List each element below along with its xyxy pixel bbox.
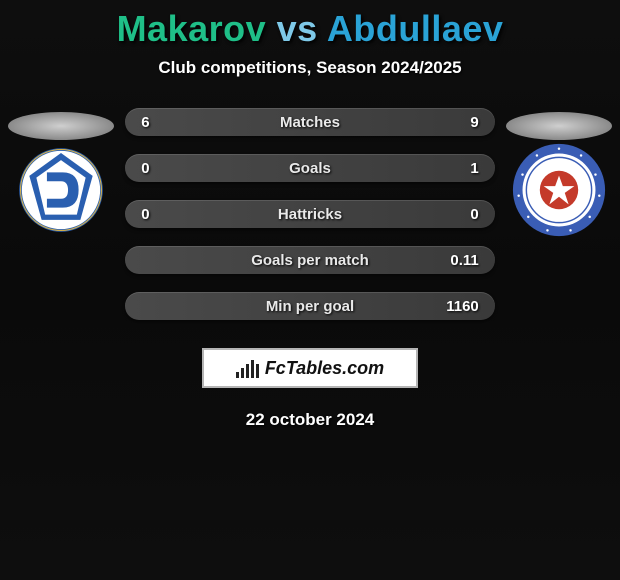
stat-value-right: 1160: [439, 298, 479, 315]
stat-row: 0Goals1: [125, 154, 495, 182]
stat-value-left: 0: [141, 206, 181, 223]
brand-text: FcTables.com: [265, 358, 384, 379]
brand-bars-icon: [236, 358, 259, 378]
base-ellipse-left: [8, 112, 114, 140]
player2-name: Abdullaev: [327, 8, 504, 49]
stat-bars: 6Matches9 0Goals1 0Hattricks0 Goals per mat…: [125, 108, 495, 320]
team-badge-left: [11, 146, 111, 234]
stat-row: 0Hattricks0: [125, 200, 495, 228]
right-team-column: [501, 108, 618, 234]
main-layout: 6Matches9 0Goals1 0Hattricks0 Goals per mat…: [0, 108, 620, 320]
stat-value-right: 9: [439, 114, 479, 131]
brand-bar-segment: [251, 360, 254, 378]
dinamo-badge-icon: [15, 146, 107, 234]
base-ellipse-right: [506, 112, 612, 140]
vs-text: vs: [277, 8, 318, 49]
player1-name: Makarov: [117, 8, 267, 49]
left-team-column: [2, 108, 119, 234]
brand-bar-segment: [256, 364, 259, 378]
brand-bar-segment: [236, 372, 239, 378]
footer-date: 22 october 2024: [0, 410, 620, 430]
kamaz-badge-icon: [511, 142, 607, 238]
team-badge-right: [509, 146, 609, 234]
stat-row: Goals per match0.11: [125, 246, 495, 274]
brand-box: FcTables.com: [202, 348, 418, 388]
stat-value-right: 0: [439, 206, 479, 223]
brand-bar-segment: [246, 364, 249, 378]
stat-value-left: 6: [141, 114, 181, 131]
stat-value-right: 1: [439, 160, 479, 177]
stat-value-left: 0: [141, 160, 181, 177]
stat-value-right: 0.11: [439, 252, 479, 269]
page-title: Makarov vs Abdullaev: [0, 8, 620, 50]
stat-row: 6Matches9: [125, 108, 495, 136]
stat-row: Min per goal1160: [125, 292, 495, 320]
subtitle: Club competitions, Season 2024/2025: [0, 58, 620, 78]
comparison-card: Makarov vs Abdullaev Club competitions, …: [0, 0, 620, 430]
brand-bar-segment: [241, 368, 244, 378]
